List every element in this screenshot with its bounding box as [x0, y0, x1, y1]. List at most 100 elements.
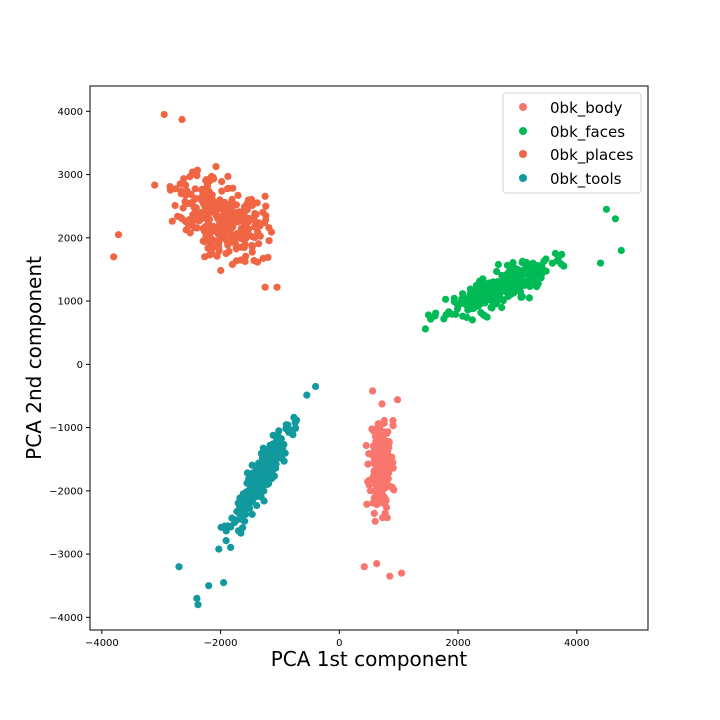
point-0bk_places	[212, 163, 220, 171]
point-0bk_places	[265, 224, 273, 232]
point-0bk_places	[220, 208, 229, 216]
point-0bk_body	[369, 387, 377, 395]
point-0bk_faces	[466, 285, 474, 293]
point-0bk_places	[250, 216, 259, 225]
point-0bk_body	[389, 417, 397, 425]
legend-label-places: 0bk_places	[550, 146, 634, 165]
point-0bk_faces	[494, 260, 502, 269]
point-0bk_places	[198, 192, 206, 201]
point-0bk_body	[382, 446, 390, 454]
point-0bk_faces	[513, 273, 521, 281]
y-tick-label: 3000	[58, 170, 83, 181]
point-0bk_faces	[526, 261, 534, 269]
point-0bk_body	[377, 420, 385, 428]
point-0bk_faces	[602, 205, 611, 213]
legend-marker-places	[519, 150, 527, 158]
point-0bk_places	[191, 224, 199, 232]
point-0bk_faces	[525, 294, 534, 302]
point-0bk_body	[371, 493, 379, 501]
point-0bk_places	[182, 181, 190, 189]
point-0bk_places	[177, 213, 185, 221]
point-0bk_faces	[442, 295, 450, 303]
point-0bk_places	[197, 209, 205, 217]
point-0bk_places	[202, 176, 210, 185]
point-0bk_places	[177, 187, 185, 195]
point-0bk_tools	[259, 470, 267, 479]
point-0bk_places	[249, 233, 257, 241]
point-0bk_places	[262, 202, 270, 210]
point-0bk_places	[222, 222, 230, 230]
point-0bk_tools	[253, 477, 261, 485]
y-tick-label: 1000	[58, 297, 83, 308]
point-0bk_places	[171, 201, 179, 210]
point-0bk_places	[261, 192, 269, 200]
x-tick-label: −4000	[85, 638, 119, 649]
point-0bk_tools	[220, 579, 228, 587]
point-0bk_faces	[463, 313, 471, 321]
point-0bk_faces	[464, 306, 472, 314]
point-0bk_places	[166, 183, 174, 191]
plot-frame	[89, 85, 649, 631]
y-tick-label: 2000	[58, 233, 83, 244]
point-0bk_faces	[509, 259, 517, 267]
series-0bk_body	[360, 387, 406, 580]
point-0bk_places	[197, 215, 205, 223]
point-0bk_body	[385, 482, 393, 490]
point-0bk_body	[383, 429, 391, 437]
point-0bk_places	[191, 185, 199, 193]
point-0bk_faces	[489, 296, 497, 304]
point-0bk_places	[205, 229, 213, 237]
point-0bk_places	[218, 187, 226, 195]
point-0bk_places	[192, 195, 200, 203]
point-0bk_body	[373, 438, 381, 446]
point-0bk_body	[370, 509, 378, 517]
point-0bk_tools	[233, 507, 241, 516]
point-0bk_faces	[486, 287, 494, 295]
point-0bk_places	[242, 252, 250, 260]
y-tick-label: −4000	[49, 613, 83, 624]
x-axis-ticks: −4000 −2000 0 2000 4000	[85, 630, 589, 649]
point-0bk_places	[255, 240, 263, 248]
point-0bk_faces	[485, 281, 493, 289]
series-0bk_tools	[175, 382, 320, 609]
point-0bk_faces	[506, 288, 514, 296]
point-0bk_body	[363, 500, 371, 508]
point-0bk_body	[362, 441, 370, 450]
point-0bk_places	[179, 204, 187, 212]
point-0bk_tools	[260, 497, 268, 505]
point-0bk_faces	[518, 258, 526, 267]
point-0bk_body	[386, 572, 394, 580]
point-0bk_places	[204, 244, 212, 252]
point-0bk_places	[248, 201, 256, 210]
point-0bk_tools	[227, 523, 235, 531]
point-0bk_body	[373, 462, 381, 470]
point-0bk_places	[193, 172, 201, 180]
point-0bk_body	[380, 455, 388, 463]
point-0bk_faces	[463, 295, 471, 303]
point-0bk_places	[244, 196, 252, 204]
point-0bk_tools	[275, 437, 283, 445]
point-0bk_tools	[175, 563, 183, 571]
point-0bk_body	[378, 400, 386, 408]
y-tick-label: 4000	[58, 107, 83, 118]
point-0bk_faces	[488, 304, 496, 312]
point-0bk_faces	[493, 267, 501, 276]
x-tick-label: 2000	[445, 638, 470, 649]
point-0bk_faces	[459, 290, 467, 298]
legend-label-tools: 0bk_tools	[550, 170, 622, 189]
point-0bk_body	[373, 450, 382, 458]
x-tick-label: 0	[336, 638, 342, 649]
point-0bk_faces	[431, 312, 439, 320]
point-0bk_faces	[526, 282, 534, 291]
point-0bk_tools	[243, 492, 251, 500]
point-0bk_body	[365, 481, 373, 489]
point-0bk_faces	[540, 257, 548, 265]
point-0bk_places	[232, 242, 240, 250]
point-0bk_tools	[289, 426, 298, 434]
point-0bk_places	[151, 181, 159, 189]
point-0bk_places	[182, 226, 190, 234]
point-0bk_tools	[250, 493, 258, 502]
point-0bk_places	[176, 180, 184, 188]
y-axis-ticks: 4000 3000 2000 1000 0 −1000 −2000 −3000 −4000	[49, 107, 90, 624]
point-0bk_places	[273, 283, 281, 291]
